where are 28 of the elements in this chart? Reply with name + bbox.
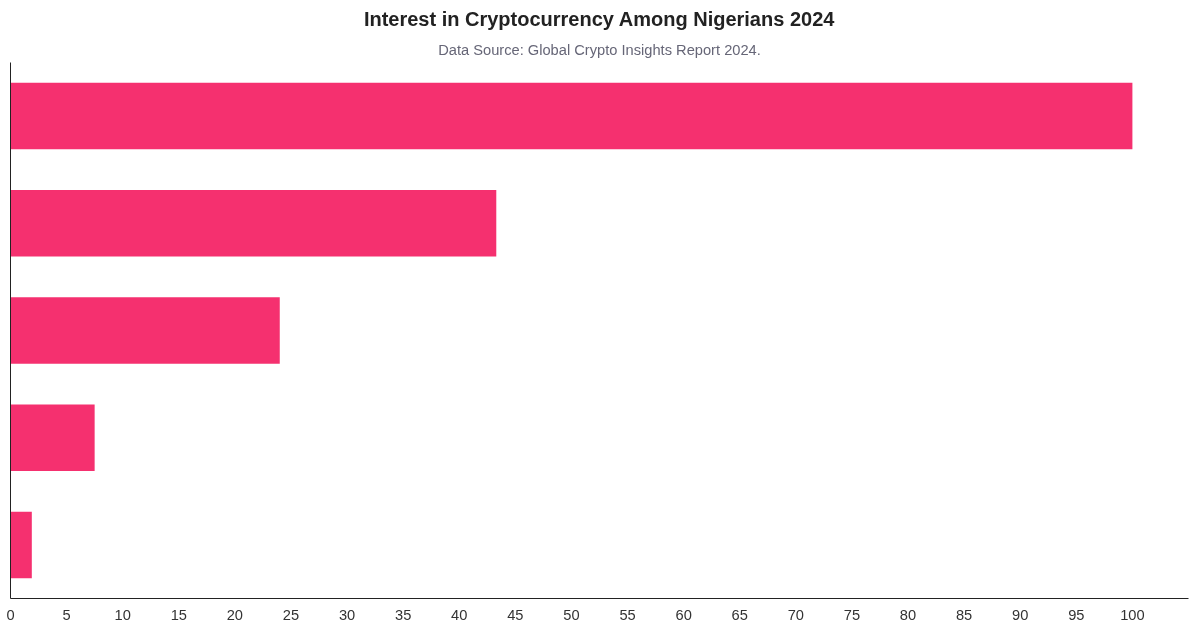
x-tick-label: 60 <box>675 606 692 623</box>
x-tick-label: 30 <box>338 606 356 623</box>
bar <box>10 404 95 471</box>
x-tick-label: 95 <box>1068 606 1085 623</box>
x-tick-label: 35 <box>395 606 412 623</box>
bar <box>10 511 32 579</box>
x-tick-label: 80 <box>899 606 917 623</box>
x-tick-label: 75 <box>843 606 861 623</box>
bar <box>10 190 497 257</box>
x-tick-label: 15 <box>170 606 187 623</box>
x-tick-label: 90 <box>1012 606 1029 623</box>
x-tick-label: 50 <box>563 606 580 623</box>
chart-title: Interest in Cryptocurrency Among Nigerians 2024 <box>363 7 836 30</box>
bar <box>10 82 1133 150</box>
x-tick-label: 5 <box>62 606 71 623</box>
x-tick-label: 100 <box>1120 606 1145 623</box>
x-tick-label: 40 <box>451 606 468 623</box>
bar <box>10 297 280 364</box>
x-tick-label: 55 <box>619 606 636 623</box>
x-tick-label: 45 <box>507 606 524 623</box>
x-tick-label: 25 <box>282 606 300 623</box>
x-tick-label: 65 <box>731 606 748 623</box>
x-tick-label: 70 <box>787 606 804 623</box>
x-tick-label: 20 <box>226 606 244 623</box>
x-tick-label: 10 <box>114 606 131 623</box>
chart-subtitle: Data Source: Global Crypto Insights Report 2024. <box>438 41 761 58</box>
x-tick-label: 85 <box>955 606 973 623</box>
x-tick-label: 0 <box>6 606 15 623</box>
